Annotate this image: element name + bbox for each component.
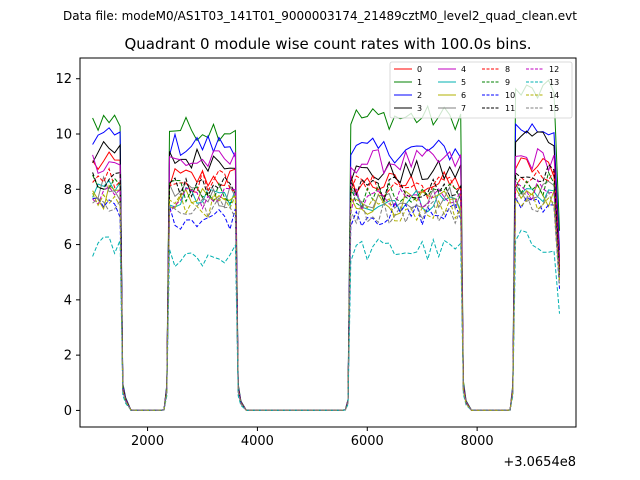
y-tick-label: 6 (64, 238, 72, 253)
legend-label-10: 10 (505, 91, 515, 100)
series-line-2 (92, 122, 560, 411)
legend-label-2: 2 (417, 91, 422, 100)
chart-suptitle: Data file: modeM0/AS1T03_141T01_90000031… (63, 9, 577, 23)
x-axis: 2000 4000 6000 8000 (131, 427, 494, 449)
series-line-0 (92, 151, 560, 411)
legend-label-4: 4 (461, 65, 466, 74)
legend-label-5: 5 (461, 78, 466, 87)
legend-label-11: 11 (505, 104, 515, 113)
legend-label-14: 14 (549, 91, 559, 100)
series-line-12 (92, 178, 560, 411)
legend-label-0: 0 (417, 65, 422, 74)
series-line-6 (92, 183, 560, 411)
series-line-13 (92, 229, 560, 411)
y-tick-label: 4 (64, 293, 72, 308)
legend-label-13: 13 (549, 78, 559, 87)
legend-label-9: 9 (505, 78, 510, 87)
series-line-10 (92, 196, 560, 411)
legend-label-8: 8 (505, 65, 510, 74)
series-line-9 (92, 170, 560, 411)
axes-frame (79, 57, 577, 428)
plot-area (92, 79, 560, 411)
y-tick-label: 0 (64, 404, 72, 419)
legend-label-12: 12 (549, 65, 559, 74)
chart-title: Quadrant 0 module wise count rates with … (124, 35, 531, 53)
series-line-5 (92, 179, 560, 411)
y-tick-label: 8 (64, 183, 72, 198)
series-line-1 (92, 79, 560, 411)
series-line-8 (92, 167, 560, 411)
legend-label-7: 7 (461, 104, 466, 113)
x-tick-label: 8000 (461, 434, 494, 449)
x-offset-label: +3.0654e8 (503, 455, 576, 470)
legend-label-3: 3 (417, 104, 422, 113)
series-line-3 (92, 130, 560, 411)
y-tick-label: 10 (55, 128, 72, 143)
y-tick-label: 12 (55, 72, 72, 87)
legend-label-15: 15 (549, 104, 559, 113)
y-tick-label: 2 (64, 349, 72, 364)
x-tick-label: 2000 (131, 434, 164, 449)
y-axis: 0 2 4 6 8 10 12 (55, 72, 80, 419)
legend-frame (389, 61, 573, 119)
legend-label-1: 1 (417, 78, 422, 87)
x-tick-label: 6000 (351, 434, 384, 449)
series-line-15 (92, 190, 560, 411)
legend-label-6: 6 (461, 91, 466, 100)
x-tick-label: 4000 (241, 434, 274, 449)
series-line-4 (92, 147, 560, 411)
series-line-7 (92, 175, 560, 411)
series-line-11 (92, 163, 560, 411)
series-line-14 (92, 191, 560, 411)
